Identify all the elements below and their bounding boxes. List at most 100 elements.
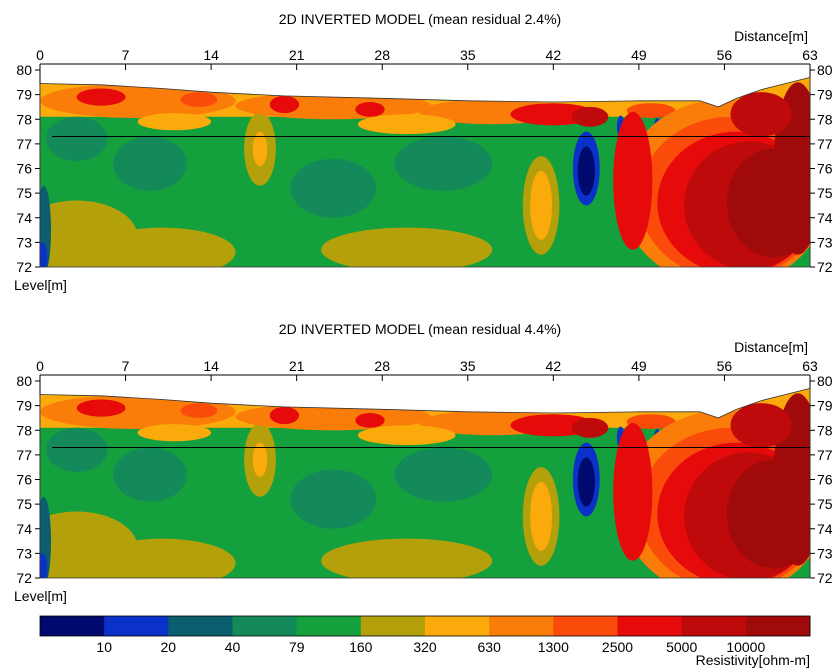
y-tick-label: 77 [817, 447, 833, 463]
x-ticks-bottom: 0 7 14 21 28 35 42 49 56 63 [36, 358, 818, 381]
x-tick-label: 42 [546, 47, 562, 63]
panel-top: 2D INVERTED MODEL (mean residual 2.4%) D… [14, 11, 833, 293]
y-tick-label: 79 [817, 398, 833, 414]
resistivity-anomaly [269, 406, 300, 425]
y-tick-label: 79 [16, 398, 32, 414]
resistivity-anomaly [577, 457, 595, 507]
resistivity-anomaly [137, 113, 212, 131]
resistivity-anomaly [252, 442, 268, 477]
y-tick-label: 76 [817, 472, 833, 488]
y-ticks-right-top: 80 79 78 77 76 75 74 73 72 [809, 62, 833, 275]
resistivity-anomaly [613, 422, 653, 561]
resistivity-anomaly [577, 146, 595, 196]
resistivity-anomaly [355, 102, 385, 117]
y-tick-label: 74 [16, 521, 32, 537]
y-ticks-left-bottom: 80 79 78 77 76 75 74 73 72 [16, 373, 41, 586]
y-tick-label: 74 [817, 521, 833, 537]
x-tick-label: 21 [289, 47, 305, 63]
resistivity-anomaly [321, 538, 493, 578]
x-axis-label-top: Distance[m] [734, 28, 808, 44]
y-tick-label: 73 [16, 545, 32, 561]
resistivity-anomaly [571, 417, 609, 438]
resistivity-anomaly [626, 414, 676, 429]
x-tick-label: 0 [36, 358, 44, 374]
x-tick-label: 14 [203, 47, 219, 63]
resistivity-anomaly [394, 136, 493, 191]
resistivity-anomaly [357, 425, 456, 446]
y-tick-label: 76 [16, 161, 32, 177]
y-tick-label: 73 [817, 545, 833, 561]
x-tick-label: 0 [36, 47, 44, 63]
resistivity-anomaly [180, 403, 218, 418]
y-tick-label: 77 [16, 136, 32, 152]
resistivity-anomaly [357, 114, 456, 135]
x-tick-label: 35 [460, 47, 476, 63]
legend-label: 630 [478, 639, 502, 655]
resistivity-anomaly [180, 92, 218, 107]
resistivity-anomaly [730, 92, 792, 137]
y-tick-label: 73 [16, 234, 32, 250]
x-tick-label: 35 [460, 358, 476, 374]
legend-label: 10 [96, 639, 112, 655]
resistivity-anomaly [355, 413, 385, 428]
legend-label: 40 [225, 639, 241, 655]
legend-label: 5000 [666, 639, 697, 655]
y-ticks-left-top: 80 79 78 77 76 75 74 73 72 [16, 62, 41, 275]
y-tick-label: 80 [817, 373, 833, 389]
resistivity-anomaly [137, 424, 212, 442]
legend-title: Resistivity[ohm-m] [696, 652, 810, 668]
resistivity-section-bottom [40, 388, 810, 578]
x-tick-label: 7 [122, 358, 130, 374]
resistivity-anomaly [269, 95, 300, 114]
x-tick-label: 63 [802, 47, 818, 63]
y-tick-label: 72 [16, 259, 32, 275]
legend-label: 2500 [602, 639, 633, 655]
legend-swatch [40, 616, 105, 636]
y-tick-label: 75 [16, 185, 32, 201]
y-tick-label: 75 [16, 496, 32, 512]
y-tick-label: 73 [817, 234, 833, 250]
resistivity-anomaly [730, 403, 792, 448]
chart-title-bottom: 2D INVERTED MODEL (mean residual 4.4%) [279, 321, 561, 337]
y-tick-label: 80 [16, 62, 32, 78]
x-tick-label: 7 [122, 47, 130, 63]
legend-swatch [296, 616, 362, 636]
resistivity-anomaly [113, 136, 187, 191]
y-tick-label: 78 [16, 422, 32, 438]
y-tick-label: 76 [817, 161, 833, 177]
y-axis-label-top: Level[m] [14, 277, 67, 293]
x-axis-label-bottom: Distance[m] [734, 339, 808, 355]
y-tick-label: 80 [16, 373, 32, 389]
y-tick-label: 72 [817, 259, 833, 275]
legend-swatch [617, 616, 683, 636]
resistivity-anomaly [40, 242, 48, 268]
x-tick-label: 28 [374, 358, 390, 374]
y-tick-label: 72 [817, 570, 833, 586]
resistivity-anomaly [88, 538, 236, 578]
x-tick-label: 63 [802, 358, 818, 374]
y-tick-label: 78 [16, 111, 32, 127]
y-tick-label: 78 [817, 422, 833, 438]
y-tick-label: 74 [16, 210, 32, 226]
resistivity-section-top [40, 77, 810, 268]
resistivity-anomaly [571, 106, 609, 127]
y-tick-label: 75 [817, 496, 833, 512]
y-tick-label: 74 [817, 210, 833, 226]
y-tick-label: 72 [16, 570, 32, 586]
y-tick-label: 79 [817, 87, 833, 103]
x-tick-label: 42 [546, 358, 562, 374]
color-legend: 10 20 40 79 160 320 630 1300 2500 5000 10000 Resis… [39, 615, 811, 668]
resistivity-anomaly [88, 227, 236, 268]
resistivity-anomaly [290, 158, 377, 218]
y-ticks-right-bottom: 80 79 78 77 76 75 74 73 72 [809, 373, 833, 586]
legend-swatch [168, 616, 233, 636]
x-tick-label: 56 [717, 47, 733, 63]
section-outline-bottom [39, 387, 811, 579]
legend-swatch [360, 616, 426, 636]
x-tick-label: 56 [717, 358, 733, 374]
resistivity-anomaly [613, 111, 653, 250]
chart-title-top: 2D INVERTED MODEL (mean residual 2.4%) [279, 11, 561, 27]
legend-label: 79 [289, 639, 305, 655]
y-tick-label: 77 [16, 447, 32, 463]
resistivity-anomaly [394, 447, 493, 502]
